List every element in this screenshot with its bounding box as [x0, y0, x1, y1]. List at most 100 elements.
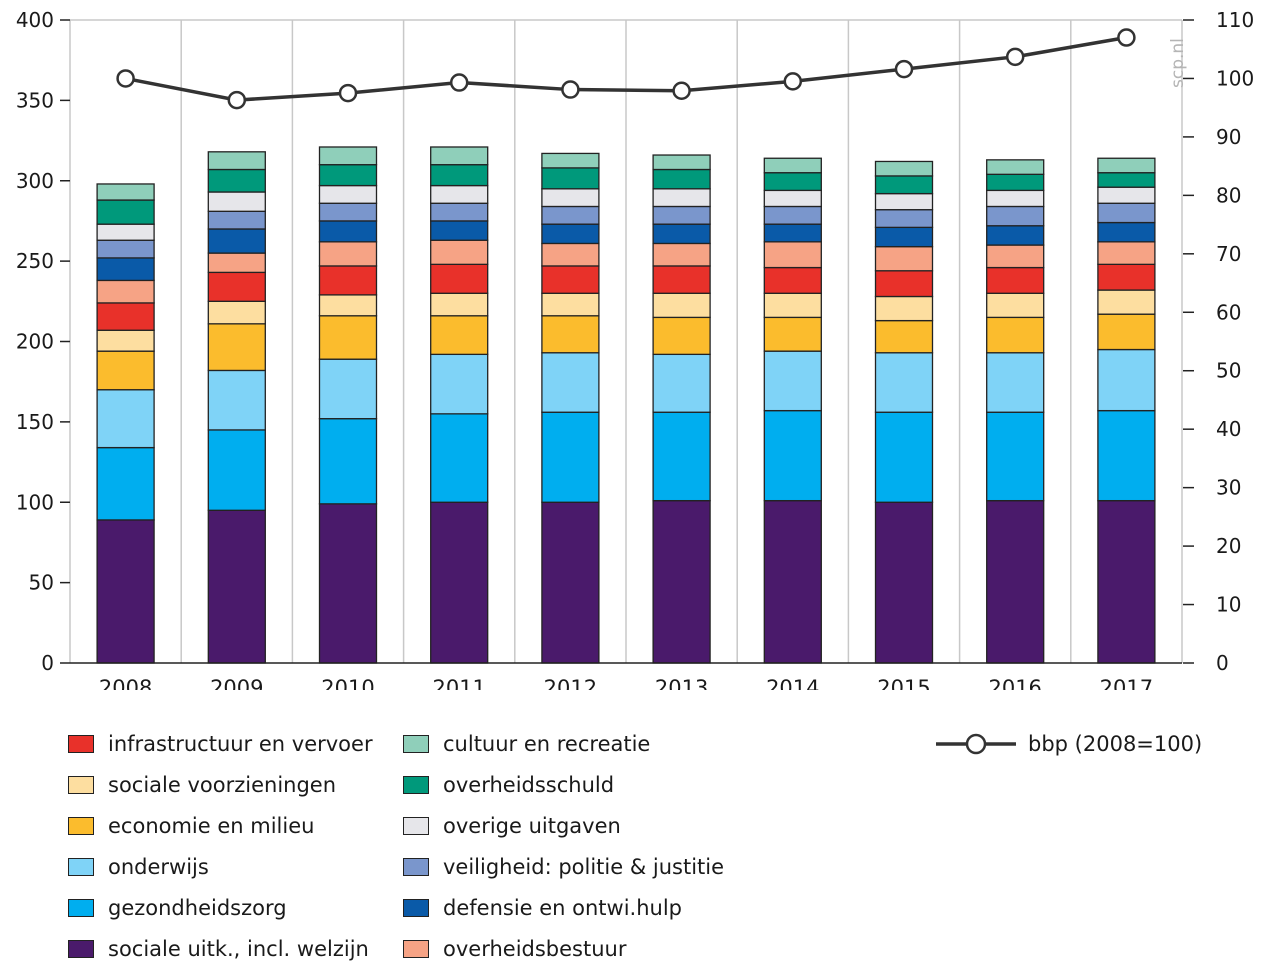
bar-segment: [763, 266, 822, 294]
bar-segment: [986, 266, 1045, 294]
legend-label: cultuur en recreatie: [443, 732, 651, 756]
bar-segment: [207, 300, 266, 325]
legend-item: onderwijs: [68, 852, 209, 882]
bar-segment: [318, 265, 378, 296]
x-tick-label: 2008: [99, 676, 152, 690]
bar-segment: [430, 292, 489, 317]
bar-segment: [652, 168, 711, 190]
bar-segment: [652, 188, 711, 208]
bar-segment: [986, 173, 1045, 192]
y-right-tick-label: 70: [1216, 242, 1241, 266]
bars-layer: [96, 146, 1156, 664]
bar-segment: [1097, 241, 1156, 265]
bar-segment: [207, 168, 266, 193]
bar-segment: [207, 509, 266, 664]
x-tick-label: 2017: [1100, 676, 1153, 690]
legend-item: gezondheidszorg: [68, 893, 287, 923]
bbp-marker: [783, 72, 803, 91]
bar-segment: [430, 184, 489, 204]
bbp-marker: [1117, 28, 1136, 47]
bar-segment: [207, 151, 266, 171]
y-right-tick-label: 80: [1216, 183, 1241, 207]
bar-segment: [430, 164, 489, 187]
swatch-icon: [68, 899, 94, 917]
bar-segment: [652, 205, 711, 225]
y-right-tick-label: 90: [1216, 125, 1241, 149]
y-left-tick-label: 200: [16, 330, 54, 354]
bar-segment: [541, 501, 600, 664]
legend-item: overheidsbestuur: [403, 934, 626, 964]
bar-segment: [874, 319, 934, 354]
bar-segment: [986, 244, 1045, 269]
x-tick-label: 2016: [988, 676, 1041, 690]
bar-segment: [652, 265, 711, 294]
bar-segment: [763, 499, 822, 664]
bar-segment: [96, 239, 155, 259]
legend-label: gezondheidszorg: [108, 896, 287, 920]
bar-segment: [652, 242, 711, 267]
bbp-marker: [1005, 47, 1025, 67]
bar-segment: [541, 167, 600, 190]
y-right-tick-label: 60: [1216, 300, 1241, 324]
y-right-tick-label: 40: [1216, 417, 1241, 441]
bar-segment: [874, 295, 934, 322]
bar-segment: [1097, 186, 1156, 204]
y-left-tick-label: 50: [29, 571, 54, 595]
bar-segment: [874, 192, 934, 211]
y-right-tick-label: 20: [1216, 534, 1241, 558]
bbp-marker: [561, 80, 580, 99]
grid-layer: [69, 19, 1183, 663]
swatch-icon: [68, 940, 94, 958]
bar-segment: [96, 329, 155, 352]
legend-label: economie en milieu: [108, 814, 315, 838]
y-right-tick-label: 10: [1216, 593, 1241, 617]
x-tick-label: 2012: [544, 676, 597, 690]
bar-segment: [207, 323, 266, 372]
bar-segment: [986, 159, 1045, 175]
bar-segment: [96, 350, 155, 391]
bar-segment: [318, 241, 378, 267]
bar-segment: [652, 316, 711, 356]
bar-segment: [763, 350, 822, 412]
bar-segment: [541, 242, 600, 267]
y-right-tick-label: 30: [1216, 476, 1241, 500]
y-right-tick-label: 50: [1216, 359, 1241, 383]
bar-segment: [541, 292, 600, 317]
x-tick-label: 2009: [210, 676, 263, 690]
bar-segment: [318, 146, 378, 166]
bar-segment: [541, 352, 600, 413]
bar-segment: [430, 202, 489, 222]
bar-segment: [207, 271, 266, 302]
bar-segment: [763, 316, 822, 352]
bar-segment: [207, 252, 266, 274]
bar-segment: [763, 172, 822, 192]
swatch-icon: [68, 858, 94, 876]
swatch-icon: [68, 735, 94, 753]
bar-segment: [652, 223, 711, 245]
bar-segment: [1097, 157, 1156, 174]
bar-segment: [96, 223, 155, 241]
y-right-tick-label: 100: [1216, 66, 1254, 90]
bar-segment: [763, 241, 822, 269]
line-series-layer: [116, 28, 1136, 110]
bar-segment: [318, 184, 378, 204]
legend-item: defensie en ontwi.hulp: [403, 893, 682, 923]
bar-segment: [541, 411, 600, 503]
watermark: scp.nl: [1168, 38, 1188, 88]
bar-segment: [986, 205, 1045, 227]
bar-segment: [874, 501, 934, 664]
legend-item: veiligheid: politie & justitie: [403, 852, 724, 882]
bar-segment: [96, 199, 155, 225]
axes-layer: 0 50 100 150 200 250 300 350 400 0 10 20 30 40 50 60 70 8…: [16, 8, 1254, 690]
bbp-marker: [116, 69, 135, 88]
bar-segment: [96, 389, 155, 449]
bar-segment: [96, 279, 155, 304]
swatch-icon: [68, 817, 94, 835]
bbp-marker: [227, 90, 247, 110]
legend-item-bbp: bbp (2008=100): [936, 729, 1202, 759]
bar-segment: [986, 292, 1045, 319]
bar-segment: [1097, 221, 1156, 243]
bar-segment: [874, 411, 934, 503]
bar-segment: [874, 209, 934, 229]
bar-segment: [207, 191, 266, 212]
